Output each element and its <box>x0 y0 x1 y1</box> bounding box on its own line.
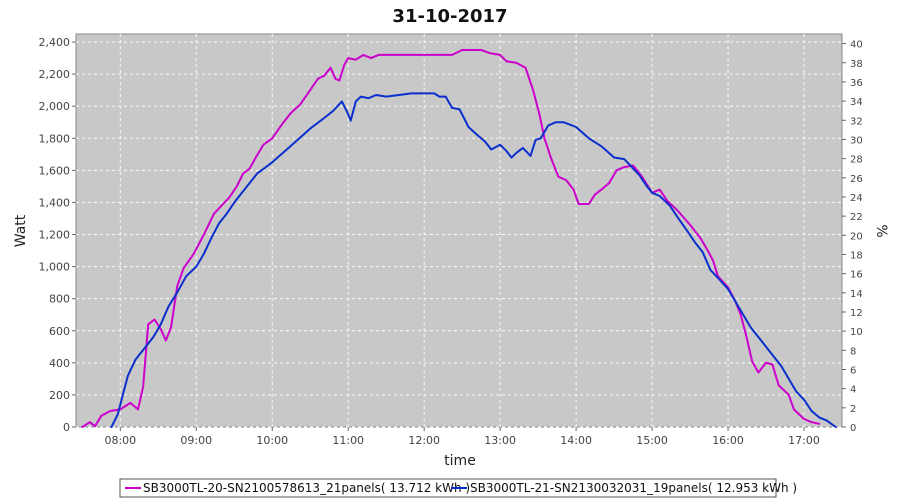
y-tick-label: 600 <box>49 325 70 338</box>
y-tick-label: 1,600 <box>39 164 71 177</box>
y-right-axis-label: % <box>873 224 889 237</box>
y-right-tick-label: 4 <box>850 385 856 396</box>
y-right-tick-label: 2 <box>850 404 856 415</box>
y-right-tick-label: 16 <box>850 270 863 281</box>
x-tick-label: 17:00 <box>788 434 820 447</box>
plot-area <box>75 33 843 428</box>
x-tick-label: 14:00 <box>560 434 592 447</box>
legend: SB3000TL-20-SN2100578613_21panels( 13.71… <box>119 478 797 498</box>
y-right-tick-label: 0 <box>850 423 856 434</box>
x-tick-label: 15:00 <box>636 434 668 447</box>
y-tick-label: 1,800 <box>39 132 71 145</box>
y-tick-label: 1,400 <box>39 196 71 209</box>
y-axis-ticks: 0 200 400 600 800 1,000 1,200 1,400 1,600 1,800 2,… <box>39 36 76 434</box>
y-right-tick-label: 22 <box>850 212 863 223</box>
y-right-tick-label: 40 <box>850 40 863 51</box>
y-right-tick-label: 30 <box>850 135 863 146</box>
x-tick-label: 16:00 <box>712 434 744 447</box>
y-right-tick-label: 12 <box>850 308 863 319</box>
legend-label-series-1: SB3000TL-20-SN2100578613_21panels( 13.71… <box>143 481 470 495</box>
y-tick-label: 1,200 <box>39 229 71 242</box>
y-tick-label: 2,200 <box>39 68 71 81</box>
y-right-tick-label: 26 <box>850 174 863 185</box>
y-right-tick-label: 36 <box>850 78 863 89</box>
x-tick-label: 11:00 <box>332 434 364 447</box>
x-axis-label: time <box>444 453 476 469</box>
series-line-2 <box>110 92 837 428</box>
y-right-tick-label: 6 <box>850 365 856 376</box>
y-tick-label: 800 <box>49 293 70 306</box>
y-right-tick-label: 38 <box>850 59 863 70</box>
y-right-tick-label: 24 <box>850 193 863 204</box>
x-axis-ticks: 08:00 09:00 10:00 11:00 12:00 13:00 14:00 15:00… <box>104 427 820 447</box>
y-right-tick-label: 18 <box>850 250 863 261</box>
y-right-tick-label: 14 <box>850 289 863 300</box>
y-right-tick-label: 10 <box>850 327 863 338</box>
y-right-tick-label: 34 <box>850 97 863 108</box>
x-tick-label: 10:00 <box>256 434 288 447</box>
legend-label-series-2: SB3000TL-21-SN2130032031_19panels( 12.95… <box>470 481 797 495</box>
x-tick-label: 08:00 <box>104 434 136 447</box>
x-tick-label: 12:00 <box>408 434 440 447</box>
y-right-tick-label: 20 <box>850 231 863 242</box>
y-tick-label: 400 <box>49 357 70 370</box>
legend-box <box>119 478 777 498</box>
x-tick-label: 13:00 <box>484 434 516 447</box>
y-tick-label: 1,000 <box>39 261 71 274</box>
y-right-tick-label: 28 <box>850 155 863 166</box>
y-tick-label: 200 <box>49 389 70 402</box>
y-tick-label: 2,000 <box>39 100 71 113</box>
y-tick-label: 0 <box>63 421 70 434</box>
y-tick-label: 2,400 <box>39 36 71 49</box>
x-tick-label: 09:00 <box>180 434 212 447</box>
series-line-1 <box>81 49 821 428</box>
y-right-tick-label: 8 <box>850 346 856 357</box>
chart-title: 31-10-2017 <box>392 6 507 27</box>
series-lines <box>81 49 837 428</box>
y-axis-label: Watt <box>13 214 29 247</box>
y-right-tick-label: 32 <box>850 116 863 127</box>
